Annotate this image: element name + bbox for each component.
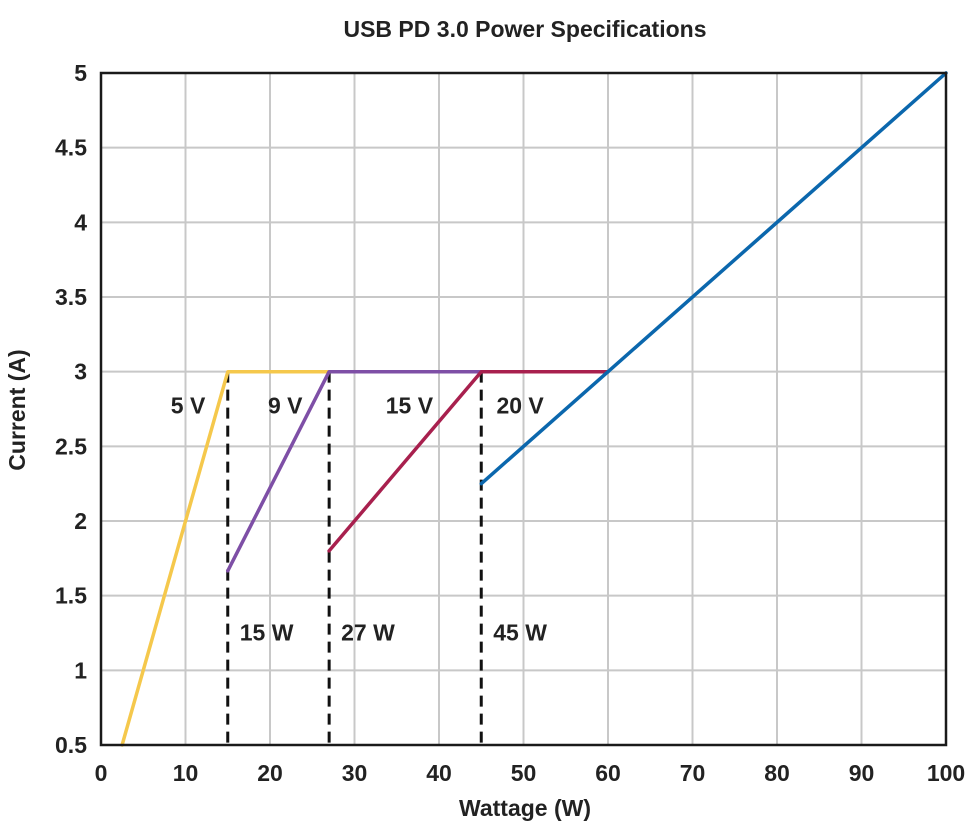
wattage-label: 15 W xyxy=(240,619,294,645)
y-tick-label: 3 xyxy=(74,359,87,385)
x-tick-label: 80 xyxy=(764,760,790,786)
x-tick-label: 60 xyxy=(595,760,621,786)
x-tick-label: 30 xyxy=(342,760,368,786)
x-tick-label: 20 xyxy=(257,760,283,786)
y-tick-label: 5 xyxy=(74,60,87,86)
x-tick-label: 10 xyxy=(173,760,199,786)
series-line-15v xyxy=(327,369,610,553)
x-axis-label: Wattage (W) xyxy=(459,795,591,821)
y-axis-label: Current (A) xyxy=(4,349,30,470)
wattage-markers xyxy=(226,371,483,745)
y-tick-label: 4 xyxy=(74,209,87,235)
series-line-5v xyxy=(120,369,331,747)
y-tick-label: 3.5 xyxy=(55,284,87,310)
series-label: 9 V xyxy=(268,392,303,418)
wattage-label: 27 W xyxy=(341,619,395,645)
annotations: 5 V 9 V 15 V 20 V 15 W 27 W 45 W xyxy=(171,392,547,645)
y-tick-label: 0.5 xyxy=(55,732,87,758)
chart-title: USB PD 3.0 Power Specifications xyxy=(343,16,706,42)
series-label: 20 V xyxy=(496,392,544,418)
plot-frame xyxy=(99,71,948,747)
y-tick-label: 2.5 xyxy=(55,433,87,459)
series-label: 5 V xyxy=(171,392,206,418)
series-line-9v xyxy=(226,369,484,573)
y-tick-label: 2 xyxy=(74,508,87,534)
x-tick-label: 0 xyxy=(95,760,108,786)
y-tick-labels: 0.5 1 1.5 2 2.5 3 3.5 4 4.5 5 xyxy=(55,60,87,758)
x-tick-label: 100 xyxy=(927,760,965,786)
y-tick-label: 1 xyxy=(74,657,87,683)
x-tick-label: 70 xyxy=(680,760,706,786)
x-tick-label: 40 xyxy=(426,760,452,786)
wattage-label: 45 W xyxy=(493,619,547,645)
x-tick-label: 50 xyxy=(511,760,537,786)
x-tick-label: 90 xyxy=(849,760,875,786)
series-layer xyxy=(120,71,948,747)
y-tick-label: 1.5 xyxy=(55,583,87,609)
y-tick-label: 4.5 xyxy=(55,135,87,161)
series-line-20v xyxy=(479,71,948,486)
x-tick-labels: 0 10 20 30 40 50 60 70 80 90 100 xyxy=(95,760,966,786)
series-label: 15 V xyxy=(386,392,434,418)
